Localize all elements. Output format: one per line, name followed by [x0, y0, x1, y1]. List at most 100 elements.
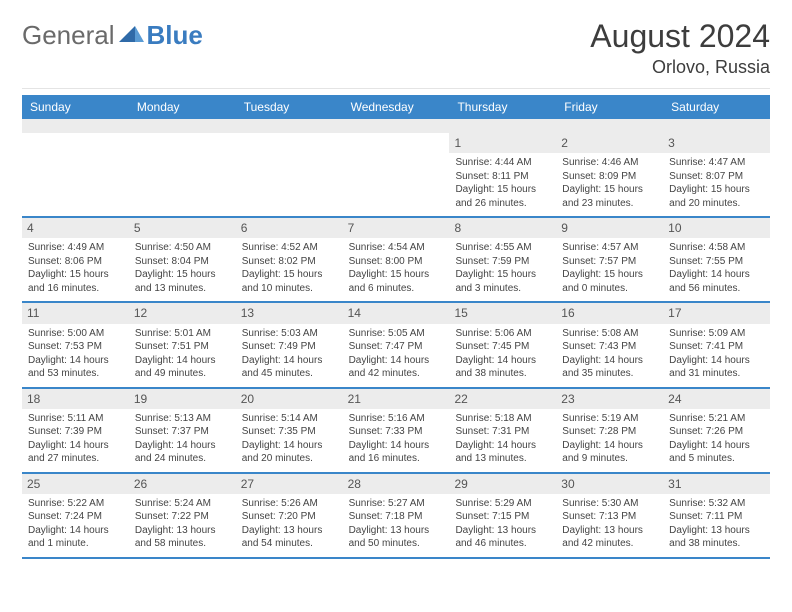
day-number: 17: [663, 303, 770, 323]
daylight-text: and 5 minutes.: [669, 452, 764, 466]
header-row: General Blue August 2024 Orlovo, Russia: [22, 18, 770, 78]
daylight-text: Daylight: 14 hours: [242, 354, 337, 368]
day-number: 20: [236, 389, 343, 409]
sunset-text: Sunset: 7:43 PM: [562, 340, 657, 354]
day-cell: 28Sunrise: 5:27 AMSunset: 7:18 PMDayligh…: [343, 474, 450, 557]
day-number: 8: [449, 218, 556, 238]
sunset-text: Sunset: 7:11 PM: [669, 510, 764, 524]
daylight-text: Daylight: 15 hours: [242, 268, 337, 282]
day-cell: 14Sunrise: 5:05 AMSunset: 7:47 PMDayligh…: [343, 303, 450, 386]
day-cell: 26Sunrise: 5:24 AMSunset: 7:22 PMDayligh…: [129, 474, 236, 557]
sunrise-text: Sunrise: 5:11 AM: [28, 412, 123, 426]
sunset-text: Sunset: 7:15 PM: [455, 510, 550, 524]
daylight-text: and 35 minutes.: [562, 367, 657, 381]
daylight-text: Daylight: 13 hours: [135, 524, 230, 538]
sunrise-text: Sunrise: 4:49 AM: [28, 241, 123, 255]
daylight-text: and 42 minutes.: [562, 537, 657, 551]
logo-text-blue: Blue: [147, 20, 203, 51]
day-cell: 16Sunrise: 5:08 AMSunset: 7:43 PMDayligh…: [556, 303, 663, 386]
day-number: 29: [449, 474, 556, 494]
week-row: 18Sunrise: 5:11 AMSunset: 7:39 PMDayligh…: [22, 389, 770, 474]
daylight-text: and 1 minute.: [28, 537, 123, 551]
sunset-text: Sunset: 7:18 PM: [349, 510, 444, 524]
logo-text-general: General: [22, 20, 115, 51]
daylight-text: and 38 minutes.: [669, 537, 764, 551]
sunrise-text: Sunrise: 5:26 AM: [242, 497, 337, 511]
day-cell: 23Sunrise: 5:19 AMSunset: 7:28 PMDayligh…: [556, 389, 663, 472]
day-cell: 3Sunrise: 4:47 AMSunset: 8:07 PMDaylight…: [663, 133, 770, 216]
header-divider: [22, 88, 770, 89]
sunrise-text: Sunrise: 5:30 AM: [562, 497, 657, 511]
sunrise-text: Sunrise: 5:13 AM: [135, 412, 230, 426]
day-cell: 19Sunrise: 5:13 AMSunset: 7:37 PMDayligh…: [129, 389, 236, 472]
day-cell: 10Sunrise: 4:58 AMSunset: 7:55 PMDayligh…: [663, 218, 770, 301]
day-cell: [129, 133, 236, 216]
daylight-text: and 20 minutes.: [669, 197, 764, 211]
sunset-text: Sunset: 7:59 PM: [455, 255, 550, 269]
daylight-text: Daylight: 14 hours: [28, 439, 123, 453]
daylight-text: Daylight: 15 hours: [135, 268, 230, 282]
sunset-text: Sunset: 7:37 PM: [135, 425, 230, 439]
sunrise-text: Sunrise: 5:29 AM: [455, 497, 550, 511]
day-cell: 12Sunrise: 5:01 AMSunset: 7:51 PMDayligh…: [129, 303, 236, 386]
day-cell: 2Sunrise: 4:46 AMSunset: 8:09 PMDaylight…: [556, 133, 663, 216]
sunset-text: Sunset: 7:13 PM: [562, 510, 657, 524]
day-number: 18: [22, 389, 129, 409]
logo: General Blue: [22, 20, 203, 51]
daylight-text: and 10 minutes.: [242, 282, 337, 296]
sunset-text: Sunset: 8:04 PM: [135, 255, 230, 269]
sunrise-text: Sunrise: 5:05 AM: [349, 327, 444, 341]
subheader-strip: [22, 119, 770, 133]
sunrise-text: Sunrise: 5:21 AM: [669, 412, 764, 426]
daylight-text: and 27 minutes.: [28, 452, 123, 466]
dow-cell: Friday: [556, 95, 663, 119]
daylight-text: Daylight: 15 hours: [349, 268, 444, 282]
dow-cell: Monday: [129, 95, 236, 119]
day-number: 22: [449, 389, 556, 409]
daylight-text: Daylight: 15 hours: [562, 183, 657, 197]
dow-cell: Tuesday: [236, 95, 343, 119]
day-cell: 7Sunrise: 4:54 AMSunset: 8:00 PMDaylight…: [343, 218, 450, 301]
daylight-text: Daylight: 15 hours: [669, 183, 764, 197]
day-cell: 6Sunrise: 4:52 AMSunset: 8:02 PMDaylight…: [236, 218, 343, 301]
sunrise-text: Sunrise: 5:18 AM: [455, 412, 550, 426]
sunset-text: Sunset: 7:49 PM: [242, 340, 337, 354]
sunrise-text: Sunrise: 5:01 AM: [135, 327, 230, 341]
daylight-text: Daylight: 14 hours: [455, 354, 550, 368]
daylight-text: Daylight: 14 hours: [135, 354, 230, 368]
day-number: 3: [663, 133, 770, 153]
day-cell: 13Sunrise: 5:03 AMSunset: 7:49 PMDayligh…: [236, 303, 343, 386]
sunset-text: Sunset: 7:53 PM: [28, 340, 123, 354]
daylight-text: Daylight: 14 hours: [669, 354, 764, 368]
daylight-text: and 49 minutes.: [135, 367, 230, 381]
sunset-text: Sunset: 8:09 PM: [562, 170, 657, 184]
daylight-text: Daylight: 14 hours: [669, 268, 764, 282]
sunrise-text: Sunrise: 5:16 AM: [349, 412, 444, 426]
logo-triangle-icon: [119, 20, 145, 51]
sunset-text: Sunset: 7:31 PM: [455, 425, 550, 439]
day-number: 16: [556, 303, 663, 323]
sunset-text: Sunset: 7:33 PM: [349, 425, 444, 439]
daylight-text: Daylight: 14 hours: [562, 439, 657, 453]
sunrise-text: Sunrise: 4:50 AM: [135, 241, 230, 255]
daylight-text: and 13 minutes.: [455, 452, 550, 466]
day-cell: 5Sunrise: 4:50 AMSunset: 8:04 PMDaylight…: [129, 218, 236, 301]
day-number: 2: [556, 133, 663, 153]
day-cell: 18Sunrise: 5:11 AMSunset: 7:39 PMDayligh…: [22, 389, 129, 472]
daylight-text: Daylight: 15 hours: [562, 268, 657, 282]
daylight-text: Daylight: 14 hours: [349, 439, 444, 453]
day-cell: 22Sunrise: 5:18 AMSunset: 7:31 PMDayligh…: [449, 389, 556, 472]
sunset-text: Sunset: 8:07 PM: [669, 170, 764, 184]
daylight-text: and 26 minutes.: [455, 197, 550, 211]
day-cell: 24Sunrise: 5:21 AMSunset: 7:26 PMDayligh…: [663, 389, 770, 472]
daylight-text: Daylight: 13 hours: [669, 524, 764, 538]
sunrise-text: Sunrise: 4:52 AM: [242, 241, 337, 255]
daylight-text: Daylight: 14 hours: [28, 524, 123, 538]
day-cell: [22, 133, 129, 216]
sunrise-text: Sunrise: 5:03 AM: [242, 327, 337, 341]
day-number: 7: [343, 218, 450, 238]
day-cell: 1Sunrise: 4:44 AMSunset: 8:11 PMDaylight…: [449, 133, 556, 216]
location-label: Orlovo, Russia: [590, 57, 770, 78]
daylight-text: and 42 minutes.: [349, 367, 444, 381]
weeks-grid: 1Sunrise: 4:44 AMSunset: 8:11 PMDaylight…: [22, 133, 770, 559]
